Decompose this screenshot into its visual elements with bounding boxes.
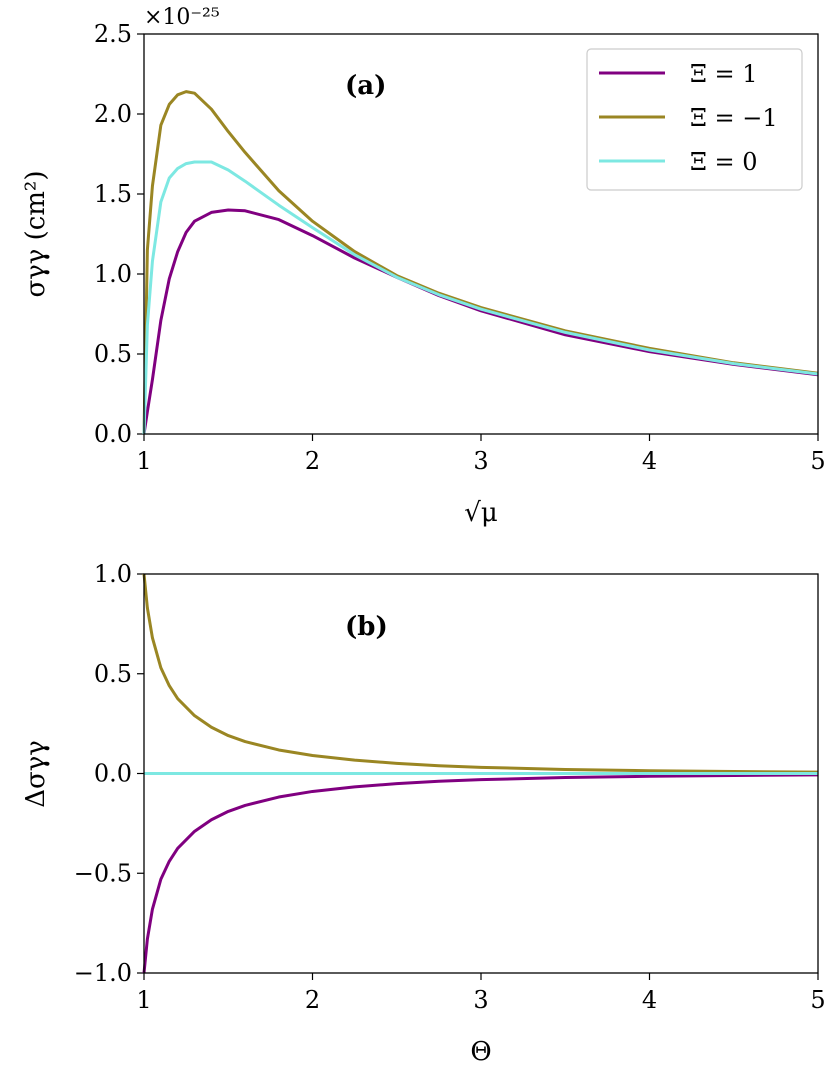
- panel-b-y-tick-label: −0.5: [74, 859, 132, 887]
- panel-a-series-xi-1: [142, 208, 819, 435]
- panel-b-series-xi-1: [142, 773, 819, 974]
- panel-b: 1 2 3 4 5 −1.0 −0.5 0.0 0.5 1.0 (b) Θ Δσγγ: [21, 560, 826, 1067]
- panel-a-y-tick-label: 2.5: [94, 20, 132, 48]
- panel-a-y-multiplier: ×10⁻²⁵: [144, 5, 220, 30]
- legend: Ξ = 1 Ξ = −1 Ξ = 0: [586, 48, 803, 191]
- panel-a-x-tick-label: 1: [136, 447, 151, 475]
- panel-b-y-tick-label: 0.5: [94, 660, 132, 688]
- panel-b-x-axis-label: Θ: [470, 1037, 491, 1067]
- panel-b-y-tick-label: −1.0: [74, 959, 132, 987]
- panel-a-y-tick-label: 0.5: [94, 340, 132, 368]
- panel-b-series: [142, 573, 819, 974]
- panel-a-y-tick-label: 1.5: [94, 180, 132, 208]
- panel-a-y-tick-label: 2.0: [94, 100, 132, 128]
- panel-a-series: [142, 90, 819, 435]
- panel-b-x-tick-label: 1: [136, 986, 151, 1014]
- panel-b-axes-frame: [143, 573, 819, 974]
- panel-b-y-tick-label: 0.0: [94, 760, 132, 788]
- panel-b-series-xi-minus-1: [142, 573, 819, 774]
- panel-a-label: (a): [345, 71, 386, 101]
- panel-a-ticks: 1 2 3 4 5 0.0 0.5 1.0 1.5 2.0 2.5: [94, 20, 826, 475]
- panel-a-x-tick-label: 2: [305, 447, 320, 475]
- panel-a-axes-frame: [143, 33, 819, 435]
- panel-b-x-tick-label: 4: [642, 986, 657, 1014]
- panel-a-x-tick-label: 5: [810, 447, 825, 475]
- panel-a-y-tick-label: 1.0: [94, 260, 132, 288]
- panel-a-x-tick-label: 4: [642, 447, 657, 475]
- panel-b-x-tick-label: 2: [305, 986, 320, 1014]
- legend-entry-xi-minus-1: Ξ = −1: [690, 104, 778, 132]
- panel-b-y-axis-label: Δσγγ: [21, 740, 51, 808]
- panel-b-ticks: 1 2 3 4 5 −1.0 −0.5 0.0 0.5 1.0: [74, 560, 826, 1014]
- panel-a-series-xi-minus-1: [142, 90, 819, 435]
- panel-a-x-axis-label: √μ: [464, 498, 497, 528]
- legend-box: [586, 48, 803, 191]
- panel-a-series-xi-0: [142, 160, 819, 435]
- panel-a-y-axis-label: σγγ (cm²): [21, 170, 51, 297]
- panel-a-y-tick-label: 0.0: [94, 420, 132, 448]
- legend-entry-xi-0: Ξ = 0: [690, 148, 758, 176]
- panel-b-label: (b): [345, 612, 388, 642]
- panel-a-x-tick-label: 3: [473, 447, 488, 475]
- panel-b-x-tick-label: 3: [473, 986, 488, 1014]
- panel-b-y-tick-label: 1.0: [94, 560, 132, 588]
- panel-b-x-tick-label: 5: [810, 986, 825, 1014]
- legend-entry-xi-1: Ξ = 1: [690, 60, 758, 88]
- panel-a: 1 2 3 4 5 0.0 0.5 1.0 1.5 2.0 2.5 ×10⁻²⁵ (a) √μ σγ…: [21, 5, 826, 528]
